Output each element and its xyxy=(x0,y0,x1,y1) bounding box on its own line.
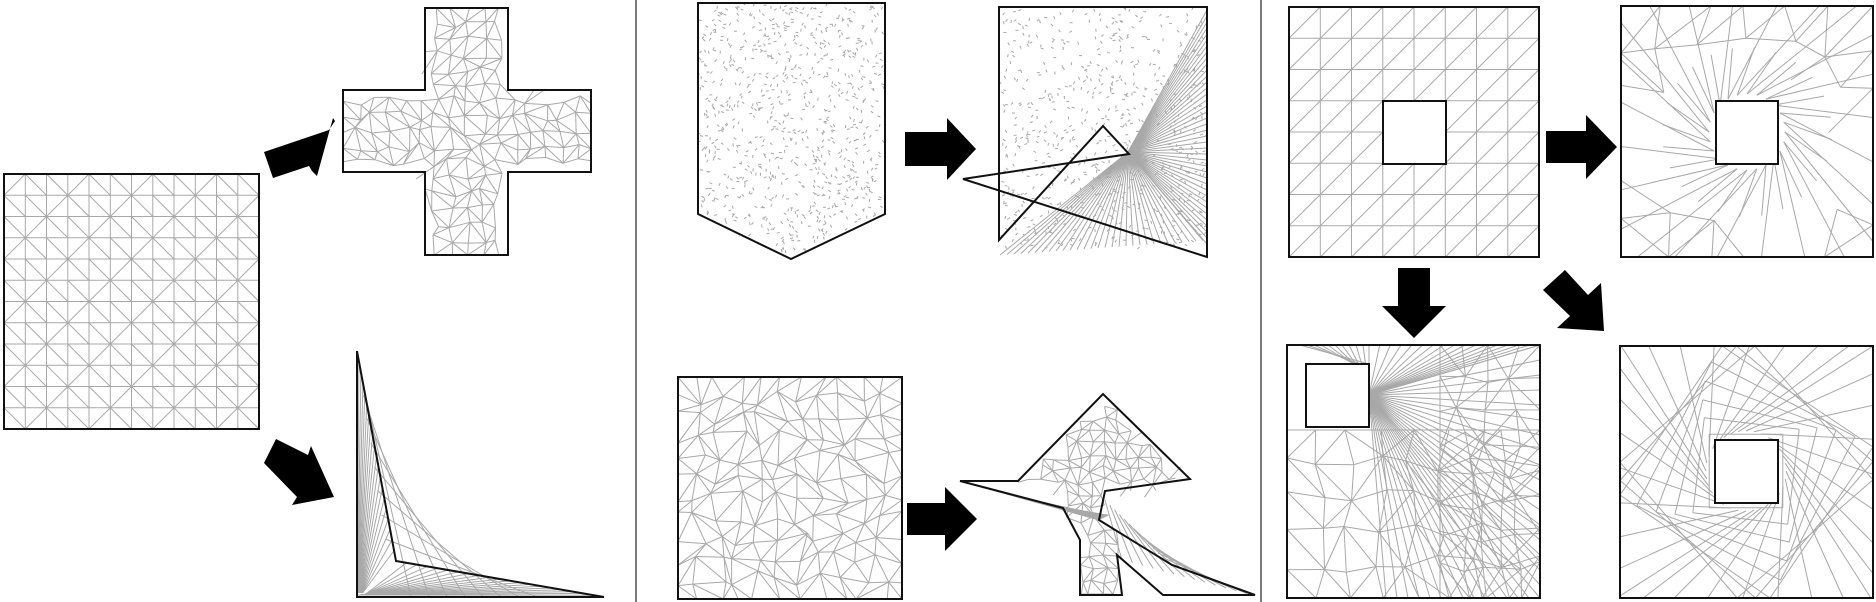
square-hole-grid-boundary xyxy=(1288,6,1540,258)
arrow-right-bottom xyxy=(907,487,977,551)
panel-right xyxy=(1286,5,1874,599)
hole-swirl-hole xyxy=(1715,100,1779,165)
arrow-diagonal-hole xyxy=(1543,270,1604,331)
cross-shape-mesh xyxy=(342,7,592,256)
hole-twist-boundary xyxy=(1619,345,1874,599)
square-uniform-boundary xyxy=(3,173,260,430)
hole-corner-mesh xyxy=(1286,344,1541,599)
square-random-boundary xyxy=(677,376,903,600)
hole-center xyxy=(1382,100,1447,165)
hole-twist-mesh xyxy=(1619,345,1874,599)
hole-corner-hole xyxy=(1305,363,1370,428)
l-shape-mesh xyxy=(356,361,594,598)
arrow-down-hole xyxy=(1382,268,1446,338)
panel-left xyxy=(3,7,605,598)
square-uniform-mesh xyxy=(3,173,260,430)
arrow-right-top xyxy=(905,118,976,180)
cross-shape-boundary xyxy=(342,7,592,256)
hole-corner-boundary xyxy=(1286,344,1541,599)
pentagon-boundary xyxy=(697,2,886,261)
arrow-shape-boundary xyxy=(959,392,1256,596)
arrow-right-hole xyxy=(1546,115,1617,179)
l-shape-boundary xyxy=(356,350,605,598)
panel-middle xyxy=(677,2,1256,600)
square-random-mesh xyxy=(677,376,903,600)
hole-swirl-boundary xyxy=(1620,5,1874,258)
arrow-shape-mesh xyxy=(959,405,1247,595)
arrow-right-up xyxy=(264,118,335,178)
triangle-overlap-mesh xyxy=(998,6,1208,256)
arrow-right-down xyxy=(264,439,334,505)
hole-twist-hole xyxy=(1714,439,1779,504)
pentagon-dense-mesh xyxy=(697,2,885,254)
overlap-shape-boundary xyxy=(962,6,1208,259)
